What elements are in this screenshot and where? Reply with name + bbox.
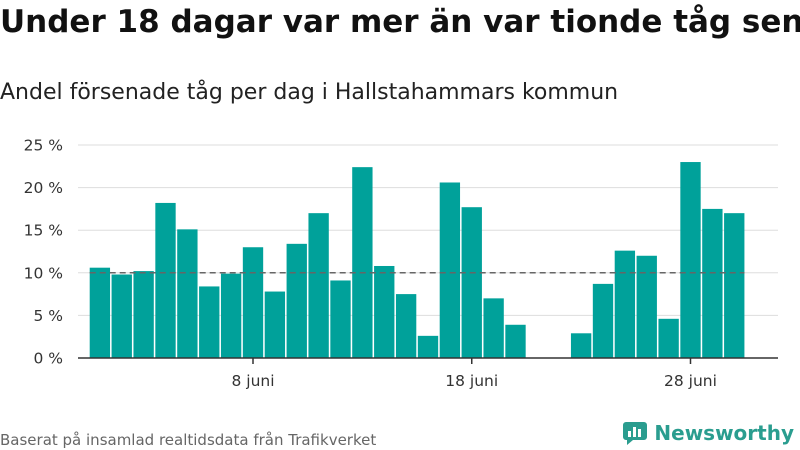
bar	[155, 202, 176, 358]
bar	[614, 250, 636, 358]
bar	[220, 273, 242, 358]
bar	[264, 291, 286, 358]
y-tick-label: 25 %	[24, 137, 63, 155]
newsworthy-chart-bubble-icon	[623, 422, 648, 445]
y-tick-label: 0 %	[33, 350, 63, 368]
bar	[592, 283, 614, 358]
bar	[636, 255, 657, 358]
y-tick-label: 20 %	[24, 179, 63, 197]
source-note: Baserat på insamlad realtidsdata från Tr…	[0, 431, 377, 449]
bar	[374, 265, 395, 358]
bar	[89, 267, 111, 358]
bar	[461, 207, 482, 358]
bar	[133, 271, 154, 358]
bar	[680, 162, 701, 358]
bar	[439, 182, 461, 358]
y-tick-label: 5 %	[33, 307, 63, 325]
x-tick-label: 18 juni	[445, 372, 498, 390]
bar	[352, 167, 373, 358]
bars	[89, 162, 745, 358]
bar	[199, 286, 220, 358]
chart-title: Under 18 dagar var mer än var tionde tåg…	[0, 4, 800, 40]
y-tick-label: 15 %	[24, 222, 63, 240]
bar	[177, 229, 198, 358]
bar	[483, 298, 504, 358]
bar	[330, 280, 351, 358]
bar	[395, 294, 417, 358]
brand: Newsworthy	[622, 420, 794, 446]
bar	[505, 324, 526, 358]
y-tick-label: 10 %	[24, 264, 63, 282]
x-tick-label: 28 juni	[664, 372, 717, 390]
bar	[570, 333, 592, 358]
axes: 0 % 5 % 10 % 15 % 20 % 25 % 8 juni 18 juni 28 ju…	[24, 137, 778, 390]
bar	[658, 318, 679, 358]
bar	[286, 243, 307, 358]
x-tick-label: 8 juni	[231, 372, 274, 390]
bar	[308, 213, 329, 358]
chart-subtitle: Andel försenade tåg per dag i Hallstaham…	[0, 80, 619, 105]
bar	[242, 247, 264, 358]
bar	[111, 274, 132, 358]
bar	[417, 335, 439, 358]
brand-name: Newsworthy	[654, 421, 794, 445]
bar	[724, 213, 745, 358]
bar	[702, 208, 723, 358]
